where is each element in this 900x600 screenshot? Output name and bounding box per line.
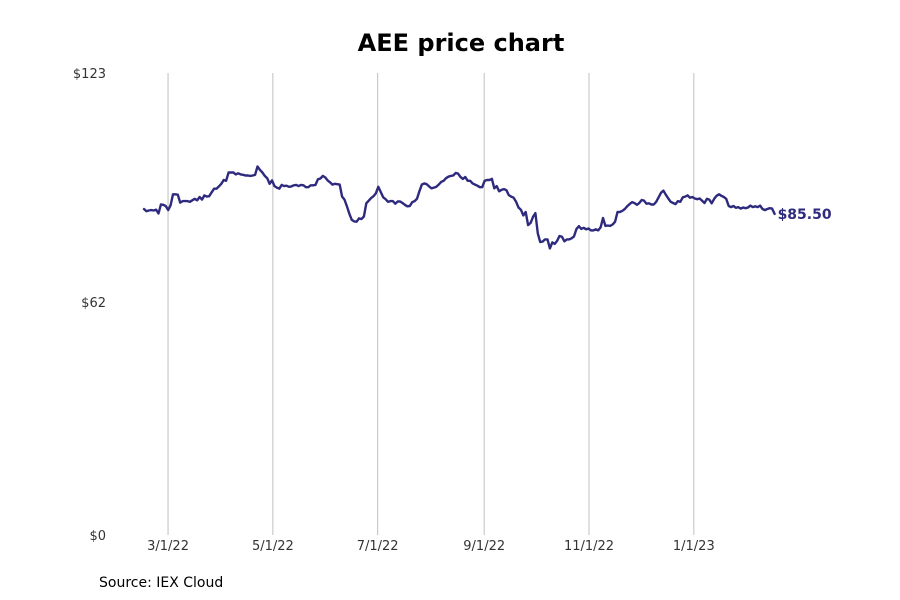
x-axis-ticks: 3/1/22 5/1/22 7/1/22 9/1/22 11/1/22 1/1/23 (147, 539, 715, 554)
source-note: Source: IEX Cloud (99, 575, 223, 591)
x-tick-label: 7/1/22 (357, 539, 399, 554)
y-tick-label: $0 (89, 529, 106, 544)
grid-layer (167, 73, 695, 535)
series-line-aee (142, 165, 776, 250)
x-tick-label: 1/1/23 (673, 539, 715, 554)
x-tick-label: 11/1/22 (564, 539, 614, 554)
y-tick-label: $123 (73, 67, 106, 82)
y-axis-ticks: $0 $62 $123 (73, 67, 106, 544)
x-tick-label: 5/1/22 (252, 539, 294, 554)
chart-title: AEE price chart (358, 29, 565, 57)
y-tick-label: $62 (81, 296, 106, 311)
x-tick-label: 9/1/22 (463, 539, 505, 554)
last-price-label: $85.50 (778, 207, 832, 223)
x-tick-label: 3/1/22 (147, 539, 189, 554)
